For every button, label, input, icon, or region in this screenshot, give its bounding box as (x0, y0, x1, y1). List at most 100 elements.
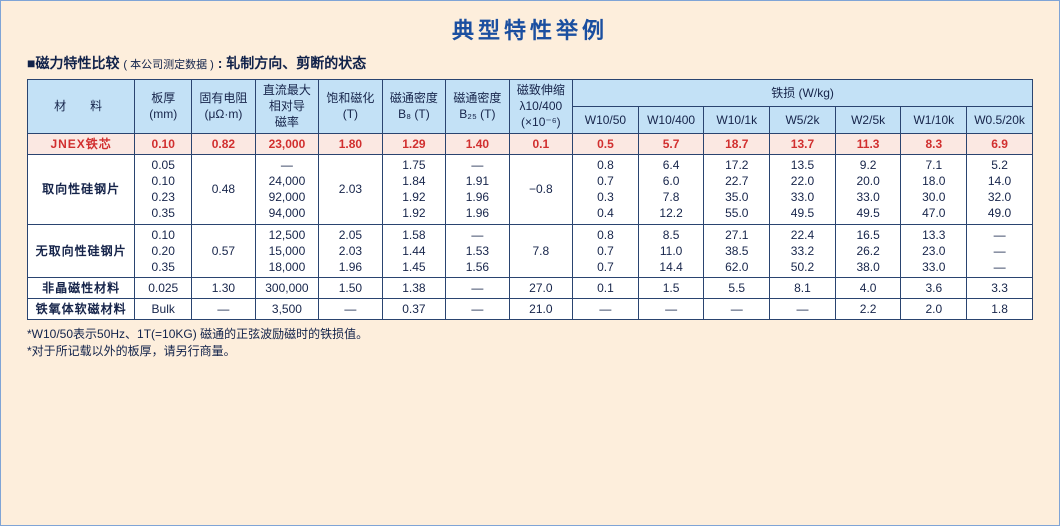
cell-saturation: 2.03 (319, 154, 382, 224)
footnotes: *W10/50表示50Hz、1T(=10KG) 磁通的正弦波励磁时的铁损值。 *… (27, 326, 1033, 360)
cell-value: 2.2 (838, 301, 899, 317)
cell-ironloss: 11.3 (835, 133, 901, 154)
header-thickness: 板厚(mm) (135, 80, 192, 134)
cell-value: 1.80 (321, 136, 379, 152)
cell-ironloss: — (573, 299, 639, 320)
cell-value: 9.2 (838, 157, 899, 173)
cell-value: 30.0 (903, 189, 964, 205)
footnote-line: *对于所记载以外的板厚，请另行商量。 (27, 343, 1033, 360)
cell-value: 1.75 (385, 157, 443, 173)
cell-resistivity: 0.57 (192, 224, 255, 278)
header-loss-col: W2/5k (835, 106, 901, 133)
cell-value: 1.44 (385, 243, 443, 259)
header-loss-col: W5/2k (770, 106, 836, 133)
cell-value: 0.10 (137, 227, 189, 243)
cell-value: 27.1 (706, 227, 767, 243)
cell-value: 23,000 (258, 136, 316, 152)
cell-flux-b25: 1.40 (446, 133, 509, 154)
cell-ironloss: 3.3 (967, 278, 1033, 299)
header-permeability: 直流最大相对导磁率 (255, 80, 318, 134)
cell-value: 1.50 (321, 280, 379, 296)
cell-material-name: 非晶磁性材料 (28, 278, 135, 299)
cell-value: 5.5 (706, 280, 767, 296)
cell-flux-b8: 1.751.841.921.92 (382, 154, 445, 224)
cell-value: 7.8 (641, 189, 702, 205)
cell-value: — (321, 301, 379, 317)
cell-ironloss: 5.7 (638, 133, 704, 154)
cell-value: 22.0 (772, 173, 833, 189)
cell-value: 1.96 (321, 259, 379, 275)
cell-value: — (969, 259, 1030, 275)
cell-value: 6.0 (641, 173, 702, 189)
table-row: 铁氧体软磁材料Bulk—3,500—0.37—21.0————2.22.01.8 (28, 299, 1033, 320)
cell-value: 13.7 (772, 136, 833, 152)
cell-thickness: 0.100.200.35 (135, 224, 192, 278)
cell-value: 6.9 (969, 136, 1030, 152)
cell-value: 50.2 (772, 259, 833, 275)
cell-value: 1.92 (385, 205, 443, 221)
cell-ironloss: 18.7 (704, 133, 770, 154)
cell-ironloss: 1.5 (638, 278, 704, 299)
cell-value: 8.5 (641, 227, 702, 243)
cell-value: 5.2 (969, 157, 1030, 173)
cell-value: 14.4 (641, 259, 702, 275)
cell-value: 1.8 (969, 301, 1030, 317)
cell-value: 49.0 (969, 205, 1030, 221)
cell-value: 8.1 (772, 280, 833, 296)
cell-material-name: 取向性硅钢片 (28, 154, 135, 224)
cell-permeability: —24,00092,00094,000 (255, 154, 318, 224)
cell-value: 1.45 (385, 259, 443, 275)
cell-value: 4.0 (838, 280, 899, 296)
footnote-line: *W10/50表示50Hz、1T(=10KG) 磁通的正弦波励磁时的铁损值。 (27, 326, 1033, 343)
cell-material-name: 无取向性硅钢片 (28, 224, 135, 278)
cell-ironloss: 4.0 (835, 278, 901, 299)
cell-saturation: — (319, 299, 382, 320)
cell-value: 0.10 (137, 136, 189, 152)
cell-ironloss: 0.80.70.7 (573, 224, 639, 278)
header-ironloss-group: 铁损 (W/kg) (573, 80, 1033, 107)
cell-flux-b25: —1.911.961.96 (446, 154, 509, 224)
cell-ironloss: — (770, 299, 836, 320)
cell-value: 1.96 (448, 205, 506, 221)
cell-thickness: 0.025 (135, 278, 192, 299)
cell-value: 0.1 (575, 280, 636, 296)
header-flux-b25: 磁通密度B₂₅ (T) (446, 80, 509, 134)
cell-value: 2.05 (321, 227, 379, 243)
cell-value: 92,000 (258, 189, 316, 205)
cell-value: 49.5 (838, 205, 899, 221)
cell-value: 1.92 (385, 189, 443, 205)
cell-permeability: 3,500 (255, 299, 318, 320)
cell-value: 17.2 (706, 157, 767, 173)
cell-magnetostriction: 27.0 (509, 278, 572, 299)
cell-value: 11.0 (641, 243, 702, 259)
subtitle-suffix: : 轧制方向、剪断的状态 (218, 55, 367, 71)
cell-flux-b25: —1.531.56 (446, 224, 509, 278)
cell-ironloss: 6.9 (967, 133, 1033, 154)
cell-value: 12.2 (641, 205, 702, 221)
cell-value: 0.10 (137, 173, 189, 189)
cell-ironloss: 27.138.562.0 (704, 224, 770, 278)
cell-ironloss: 7.118.030.047.0 (901, 154, 967, 224)
cell-flux-b8: 1.29 (382, 133, 445, 154)
cell-value: 35.0 (706, 189, 767, 205)
cell-ironloss: 0.5 (573, 133, 639, 154)
cell-ironloss: 5.214.032.049.0 (967, 154, 1033, 224)
cell-value: — (641, 301, 702, 317)
cell-magnetostriction: −0.8 (509, 154, 572, 224)
table-row: 取向性硅钢片0.050.100.230.350.48—24,00092,0009… (28, 154, 1033, 224)
cell-permeability: 300,000 (255, 278, 318, 299)
cell-ironloss: 13.323.033.0 (901, 224, 967, 278)
cell-value: 6.4 (641, 157, 702, 173)
cell-value: 300,000 (258, 280, 316, 296)
cell-flux-b25: — (446, 278, 509, 299)
cell-value: — (448, 227, 506, 243)
cell-value: 3.3 (969, 280, 1030, 296)
cell-value: 18.0 (903, 173, 964, 189)
cell-value: 1.38 (385, 280, 443, 296)
cell-flux-b8: 1.38 (382, 278, 445, 299)
cell-value: 1.84 (385, 173, 443, 189)
cell-value: — (448, 157, 506, 173)
cell-ironloss: 8.1 (770, 278, 836, 299)
cell-value: 7.1 (903, 157, 964, 173)
cell-value: 3.6 (903, 280, 964, 296)
